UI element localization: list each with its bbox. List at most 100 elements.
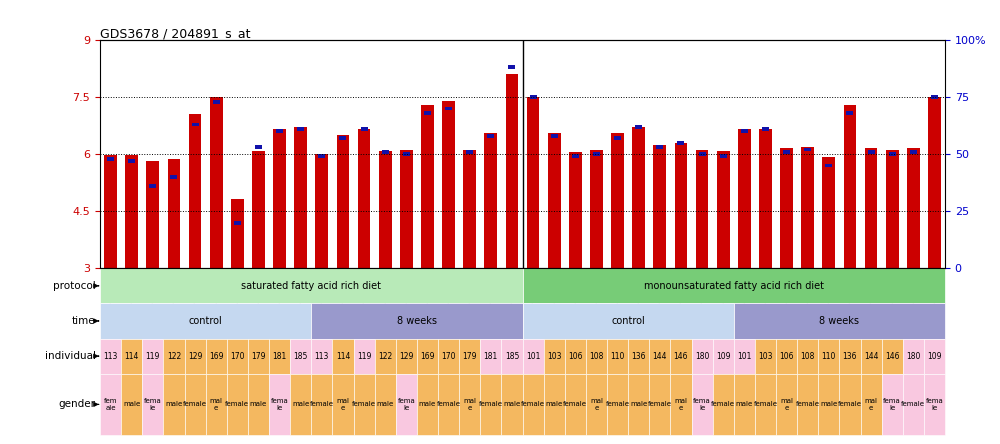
Bar — [375, 374, 396, 435]
Bar — [844, 105, 856, 268]
Bar — [459, 374, 480, 435]
Bar — [107, 157, 114, 161]
Bar — [628, 338, 649, 374]
Bar — [466, 150, 473, 154]
Text: fema
le: fema le — [271, 398, 288, 411]
Bar — [480, 374, 501, 435]
Bar — [442, 101, 455, 268]
Bar — [100, 268, 522, 303]
Text: 106: 106 — [779, 352, 794, 361]
Bar — [607, 374, 628, 435]
Bar — [248, 338, 269, 374]
Text: saturated fatty acid rich diet: saturated fatty acid rich diet — [241, 281, 381, 291]
Text: 122: 122 — [378, 352, 392, 361]
Bar — [311, 303, 522, 338]
Bar — [699, 152, 706, 156]
Bar — [361, 127, 368, 131]
Text: female: female — [838, 401, 862, 408]
Bar — [632, 127, 645, 268]
Text: mal
e: mal e — [210, 398, 223, 411]
Text: 114: 114 — [336, 352, 350, 361]
Text: 8 weeks: 8 weeks — [819, 316, 859, 326]
Bar — [459, 338, 480, 374]
Bar — [248, 374, 269, 435]
Text: 180: 180 — [906, 352, 920, 361]
Bar — [227, 338, 248, 374]
Bar — [677, 141, 684, 145]
Bar — [717, 151, 730, 268]
Text: female: female — [901, 401, 925, 408]
Text: fema
le: fema le — [397, 398, 415, 411]
Bar — [910, 150, 917, 154]
Text: 144: 144 — [653, 352, 667, 361]
Bar — [170, 175, 177, 179]
Bar — [146, 161, 159, 268]
Text: 179: 179 — [251, 352, 266, 361]
Bar — [501, 374, 522, 435]
Bar — [332, 374, 354, 435]
Text: female: female — [352, 401, 376, 408]
Bar — [290, 338, 311, 374]
Bar — [903, 374, 924, 435]
Bar — [593, 152, 600, 156]
Text: 185: 185 — [505, 352, 519, 361]
Bar — [163, 374, 184, 435]
Bar — [463, 151, 476, 268]
Bar — [234, 221, 241, 225]
Bar — [818, 338, 839, 374]
Bar — [421, 105, 434, 268]
Bar — [713, 338, 734, 374]
Bar — [903, 338, 924, 374]
Text: male: male — [546, 401, 563, 408]
Bar — [868, 150, 875, 154]
Text: mal
e: mal e — [463, 398, 476, 411]
Bar — [506, 74, 518, 268]
Bar — [882, 374, 903, 435]
Bar — [332, 338, 354, 374]
Text: female: female — [310, 401, 334, 408]
Bar — [804, 148, 811, 151]
Bar — [269, 338, 290, 374]
Bar — [417, 338, 438, 374]
Text: mal
e: mal e — [865, 398, 878, 411]
Bar — [924, 338, 945, 374]
Text: 180: 180 — [695, 352, 709, 361]
Bar — [142, 374, 163, 435]
Bar — [653, 145, 666, 268]
Bar — [354, 374, 375, 435]
Text: 129: 129 — [188, 352, 202, 361]
Bar — [311, 338, 332, 374]
Bar — [100, 338, 121, 374]
Bar — [206, 374, 227, 435]
Bar — [227, 374, 248, 435]
Bar — [100, 303, 311, 338]
Text: 146: 146 — [674, 352, 688, 361]
Text: 110: 110 — [610, 352, 625, 361]
Bar — [484, 133, 497, 268]
Bar — [928, 97, 941, 268]
Bar — [741, 129, 748, 133]
Bar — [860, 338, 882, 374]
Text: female: female — [183, 401, 207, 408]
Bar — [294, 127, 307, 268]
Bar — [839, 338, 860, 374]
Bar — [438, 338, 459, 374]
Text: control: control — [611, 316, 645, 326]
Bar — [801, 147, 814, 268]
Text: 108: 108 — [589, 352, 604, 361]
Bar — [382, 150, 389, 154]
Bar — [417, 374, 438, 435]
Text: female: female — [606, 401, 630, 408]
Bar — [100, 374, 121, 435]
Text: female: female — [753, 401, 777, 408]
Bar — [797, 374, 818, 435]
Text: male: male — [419, 401, 436, 408]
Text: 119: 119 — [146, 352, 160, 361]
Bar — [128, 159, 135, 163]
Bar — [487, 134, 494, 138]
Bar — [255, 145, 262, 149]
Text: female: female — [796, 401, 820, 408]
Text: fema
le: fema le — [144, 398, 162, 411]
Text: 103: 103 — [547, 352, 561, 361]
Text: male: male — [503, 401, 521, 408]
